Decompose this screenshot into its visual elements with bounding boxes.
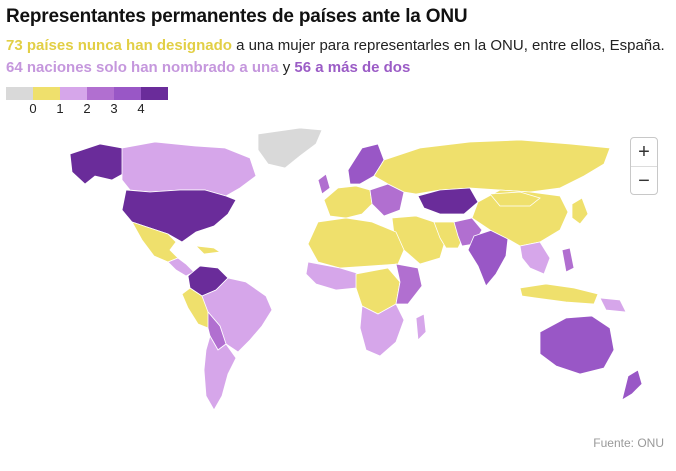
region-kazakhstan[interactable] [417, 187, 479, 215]
region-mexico[interactable] [131, 221, 179, 263]
region-russia[interactable] [373, 139, 611, 195]
region-alaska[interactable] [69, 143, 131, 185]
region-east-africa[interactable] [395, 263, 423, 305]
source-note: Fuente: ONU [593, 436, 664, 450]
region-japan[interactable] [571, 197, 589, 225]
region-philippines[interactable] [561, 247, 575, 273]
legend-swatch [114, 87, 141, 100]
region-mongolia[interactable] [489, 191, 541, 207]
region-india[interactable] [467, 229, 509, 287]
subtitle-highlight-zero: 73 países nunca han designado [6, 37, 232, 54]
region-australia[interactable] [539, 315, 615, 375]
zoom-control: + − [630, 137, 658, 195]
legend-swatch [60, 87, 87, 100]
subtitle-text-1: a una mujer para representarles en la ON… [231, 37, 665, 54]
region-southern-africa[interactable] [359, 303, 405, 357]
region-madagascar[interactable] [415, 313, 427, 341]
region-new-zealand[interactable] [621, 369, 643, 401]
legend-swatches [6, 87, 168, 100]
chart-title: Representantes permanentes de países ant… [6, 6, 468, 27]
legend: 0 1 2 3 4 [6, 87, 168, 116]
region-caribbean[interactable] [194, 245, 222, 255]
region-greenland[interactable] [257, 127, 323, 169]
region-west-africa[interactable] [305, 261, 361, 291]
region-argentina[interactable] [203, 334, 237, 411]
legend-swatch [6, 87, 33, 100]
zoom-in-button[interactable]: + [631, 138, 657, 167]
legend-label: 1 [56, 101, 64, 116]
region-southeast-asia[interactable] [519, 241, 551, 275]
region-china[interactable] [471, 189, 569, 247]
world-map[interactable] [0, 118, 676, 418]
region-indonesia[interactable] [519, 283, 599, 305]
legend-label: 2 [83, 101, 91, 116]
region-north-africa[interactable] [307, 217, 405, 269]
subtitle-highlight-one: 64 naciones solo han nombrado a una [6, 59, 279, 76]
legend-label: 3 [110, 101, 118, 116]
region-canada[interactable] [121, 141, 257, 197]
legend-labels: 0 1 2 3 4 [6, 100, 168, 116]
region-uk[interactable] [317, 173, 331, 195]
region-papua-new-guinea[interactable] [599, 297, 627, 313]
region-central-america[interactable] [167, 257, 195, 277]
legend-label: 0 [29, 101, 37, 116]
zoom-out-button[interactable]: − [638, 169, 650, 192]
subtitle-highlight-many: 56 a más de dos [294, 59, 411, 76]
legend-swatch [141, 87, 168, 100]
subtitle-text-2: y [278, 59, 295, 76]
region-western-europe[interactable] [323, 185, 373, 219]
subtitle: 73 países nunca han designado a una muje… [6, 35, 666, 79]
legend-swatch [87, 87, 114, 100]
legend-swatch [33, 87, 60, 100]
legend-label: 4 [137, 101, 145, 116]
